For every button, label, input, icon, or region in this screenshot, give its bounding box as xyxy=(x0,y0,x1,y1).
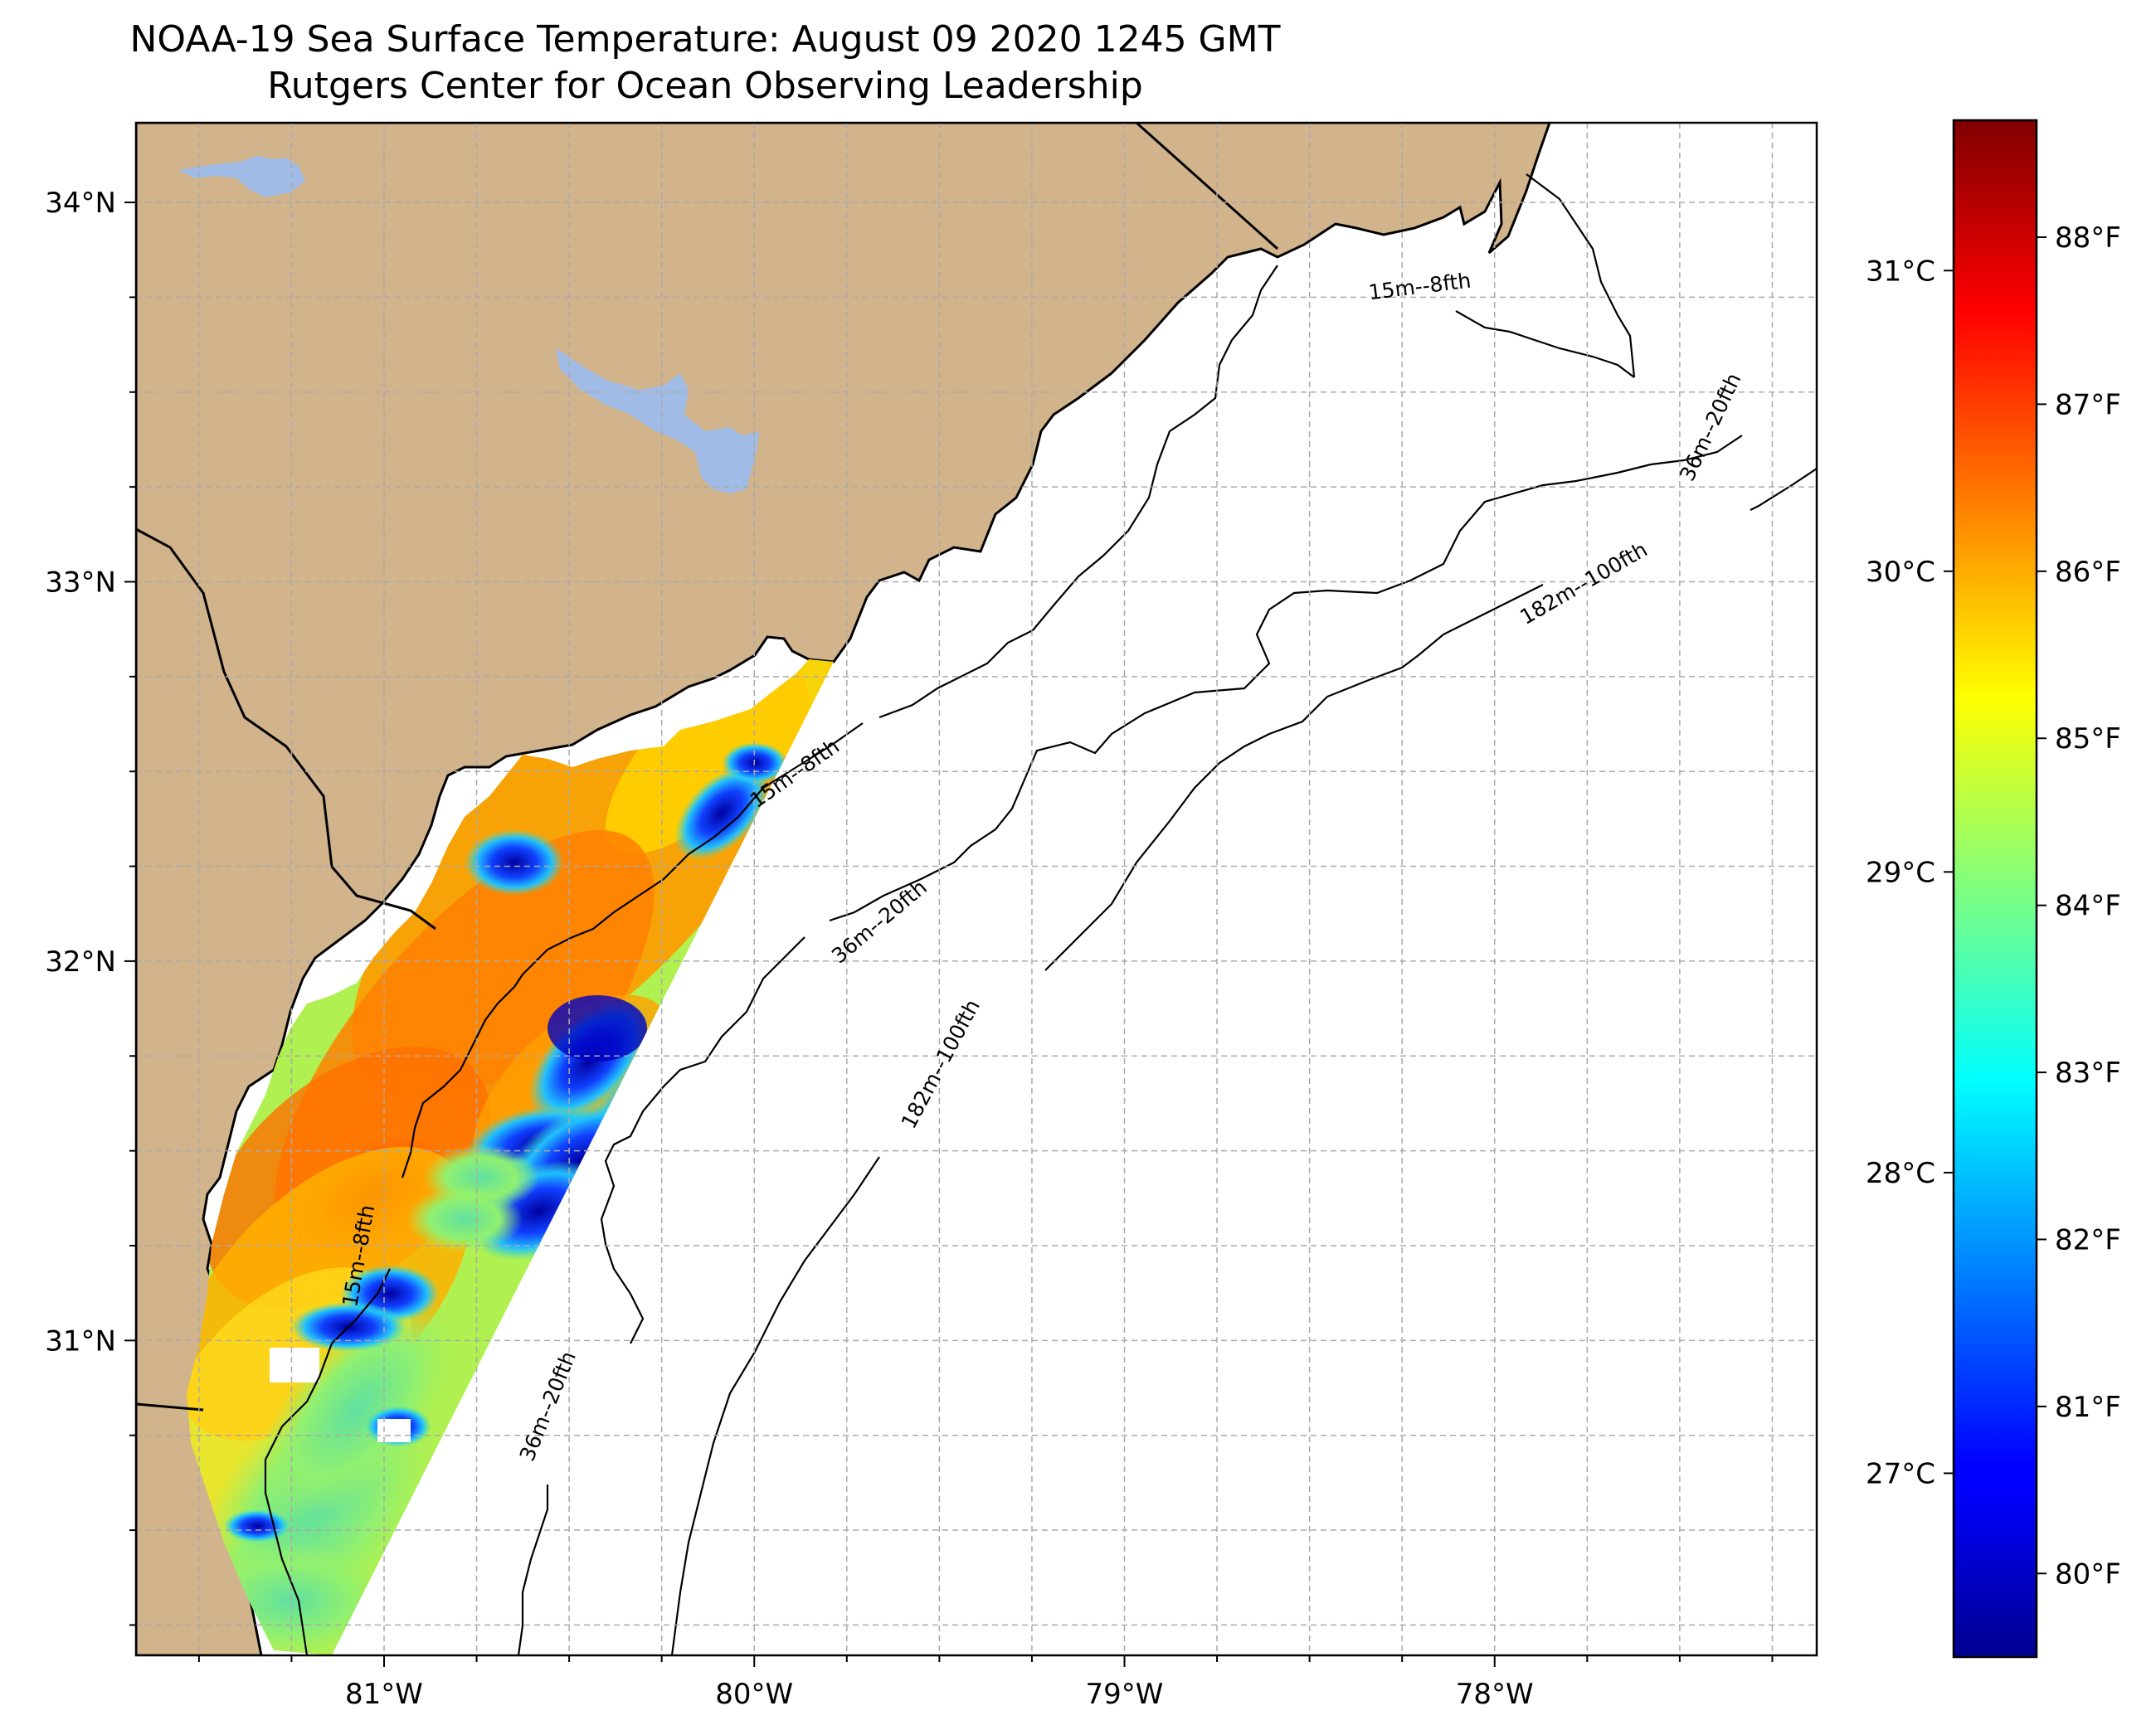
colorbar-f-label: 83°F xyxy=(2055,1057,2121,1090)
colorbar-f-label: 84°F xyxy=(2055,890,2121,923)
border xyxy=(136,1402,204,1412)
lat-tick-label: 34°N xyxy=(45,187,116,220)
lon-tick-label: 80°W xyxy=(715,1678,793,1711)
border xyxy=(136,527,436,931)
colorbar-f-label: 81°F xyxy=(2055,1391,2121,1424)
colorbar-f-label: 80°F xyxy=(2055,1557,2121,1591)
lake xyxy=(556,348,759,493)
border xyxy=(1136,123,1278,250)
colorbar-f-label: 87°F xyxy=(2055,388,2121,421)
bathymetry-contours xyxy=(264,173,1817,1655)
colorbar-f-label: 88°F xyxy=(2055,221,2121,255)
lat-tick-label: 31°N xyxy=(45,1324,116,1358)
colorbar-f-label: 82°F xyxy=(2055,1223,2121,1256)
colorbar-c-label: 27°C xyxy=(1866,1457,1935,1490)
colorbar-f-label: 86°F xyxy=(2055,556,2121,589)
colorbar: 88°F 87°F 86°F 85°F 84°F 83°F 82°F 81°F 80°F 31°… xyxy=(1866,119,2121,1659)
lon-tick-label: 79°W xyxy=(1086,1678,1164,1711)
colorbar-c-label: 29°C xyxy=(1866,856,1935,889)
colorbar-c-label: 31°C xyxy=(1866,255,1935,288)
colorbar-f-label: 85°F xyxy=(2055,722,2121,756)
lon-tick-label: 81°W xyxy=(345,1678,423,1711)
lat-tick-label: 33°N xyxy=(45,566,116,599)
colorbar-gradient xyxy=(1952,119,2038,1659)
land xyxy=(136,123,1551,1655)
lat-tick-label: 32°N xyxy=(45,945,116,979)
gridlines xyxy=(136,123,1817,1655)
chart-title: NOAA-19 Sea Surface Temperature: August … xyxy=(129,18,1281,61)
lon-tick-label: 78°W xyxy=(1456,1678,1534,1711)
chart-subtitle: Rutgers Center for Ocean Observing Leade… xyxy=(267,65,1143,107)
colorbar-c-label: 28°C xyxy=(1866,1157,1935,1190)
lake xyxy=(178,156,305,197)
colorbar-c-label: 30°C xyxy=(1866,556,1935,589)
map-frame xyxy=(134,121,1818,1657)
